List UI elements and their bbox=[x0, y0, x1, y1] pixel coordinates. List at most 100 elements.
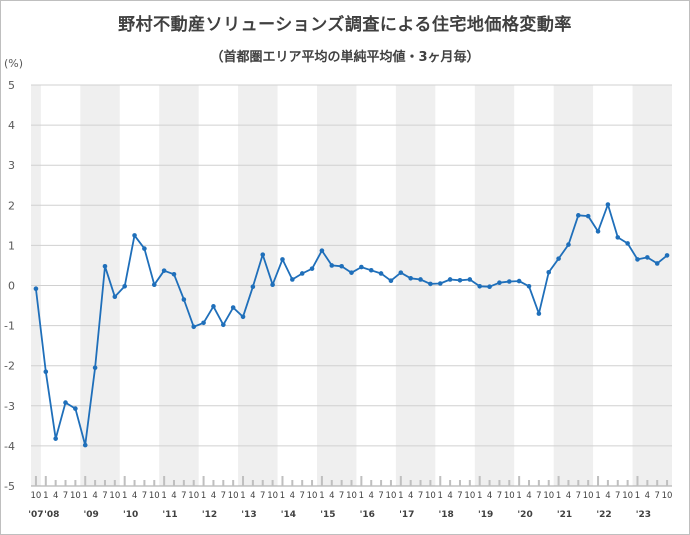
data-point bbox=[112, 294, 118, 300]
x-tick-mark bbox=[518, 476, 521, 486]
x-tick-mark bbox=[537, 480, 540, 486]
x-month-label: 1 bbox=[556, 491, 561, 501]
x-year-label: '19 bbox=[478, 510, 493, 520]
data-point bbox=[635, 257, 640, 262]
data-point bbox=[368, 267, 374, 273]
data-point bbox=[151, 282, 157, 287]
y-tick-label: 0 bbox=[8, 280, 15, 293]
x-tick-mark bbox=[320, 476, 323, 486]
data-point bbox=[595, 229, 601, 234]
x-tick-mark bbox=[133, 480, 136, 486]
x-tick-mark bbox=[222, 480, 225, 486]
x-tick-mark bbox=[399, 476, 402, 486]
x-month-label: 7 bbox=[536, 491, 541, 501]
x-tick-mark bbox=[251, 480, 254, 486]
x-month-label: 7 bbox=[221, 491, 226, 501]
x-month-label: 4 bbox=[447, 491, 452, 501]
x-tick-mark bbox=[577, 480, 580, 486]
data-point bbox=[201, 320, 206, 326]
data-point bbox=[309, 266, 315, 271]
data-point bbox=[349, 270, 354, 275]
x-month-label: 4 bbox=[605, 491, 610, 501]
data-point bbox=[654, 261, 660, 266]
x-tick-mark bbox=[616, 480, 619, 486]
x-tick-mark bbox=[597, 476, 600, 486]
x-tick-mark bbox=[340, 480, 343, 486]
x-tick-mark bbox=[439, 476, 442, 486]
x-tick-mark bbox=[54, 480, 57, 486]
data-point bbox=[73, 406, 78, 411]
x-tick-mark bbox=[242, 476, 245, 486]
x-tick-mark bbox=[488, 480, 491, 486]
x-month-label: 10 bbox=[543, 491, 554, 501]
y-tick-label: 1 bbox=[8, 239, 15, 252]
data-point bbox=[132, 233, 137, 238]
data-point bbox=[240, 314, 246, 320]
x-tick-mark bbox=[94, 480, 97, 486]
x-tick-mark bbox=[192, 480, 195, 486]
x-tick-mark bbox=[232, 480, 235, 486]
x-month-label: 10 bbox=[622, 491, 633, 501]
x-month-label: 4 bbox=[53, 491, 58, 501]
data-point bbox=[161, 268, 167, 273]
x-year-label: '17 bbox=[399, 510, 414, 520]
data-point bbox=[605, 202, 611, 207]
data-point bbox=[516, 278, 522, 284]
x-month-label: 7 bbox=[497, 491, 502, 501]
data-point bbox=[536, 311, 542, 316]
x-tick-mark bbox=[666, 480, 669, 486]
x-tick-mark bbox=[409, 480, 412, 486]
data-point bbox=[53, 436, 58, 441]
x-tick-mark bbox=[567, 480, 570, 486]
x-tick-mark bbox=[646, 480, 649, 486]
x-tick-mark bbox=[103, 480, 106, 486]
data-point bbox=[497, 280, 502, 285]
x-month-label: 1 bbox=[319, 491, 324, 501]
x-tick-mark bbox=[182, 480, 185, 486]
x-month-label: 1 bbox=[595, 491, 600, 501]
x-tick-mark bbox=[291, 480, 294, 486]
data-point bbox=[270, 282, 275, 287]
x-month-label: 10 bbox=[109, 491, 120, 501]
x-month-label: 7 bbox=[457, 491, 462, 501]
x-month-label: 4 bbox=[487, 491, 492, 501]
x-tick-mark bbox=[360, 476, 363, 486]
data-point bbox=[230, 305, 236, 310]
data-point bbox=[585, 213, 591, 219]
data-point bbox=[437, 281, 443, 286]
data-point bbox=[260, 252, 266, 257]
x-year-label: '10 bbox=[123, 510, 138, 520]
x-tick-mark bbox=[350, 480, 353, 486]
x-tick-mark bbox=[508, 480, 511, 486]
x-month-label: 4 bbox=[290, 491, 295, 501]
x-tick-mark bbox=[64, 480, 67, 486]
data-point bbox=[477, 284, 483, 289]
y-tick-label: 2 bbox=[8, 199, 15, 212]
x-tick-mark bbox=[626, 480, 629, 486]
y-tick-label: 5 bbox=[8, 79, 15, 92]
data-point bbox=[221, 322, 226, 328]
data-point bbox=[92, 365, 98, 371]
data-point bbox=[566, 242, 571, 247]
x-tick-mark bbox=[370, 480, 373, 486]
x-tick-mark bbox=[281, 476, 284, 486]
x-tick-mark bbox=[34, 476, 37, 486]
x-month-label: 4 bbox=[211, 491, 216, 501]
x-tick-mark bbox=[419, 480, 422, 486]
data-point bbox=[388, 278, 394, 283]
data-point bbox=[299, 271, 305, 276]
data-point bbox=[102, 263, 108, 269]
x-month-label: 1 bbox=[240, 491, 245, 501]
data-point bbox=[664, 253, 670, 258]
x-month-label: 7 bbox=[418, 491, 423, 501]
x-month-label: 4 bbox=[566, 491, 571, 501]
x-month-label: 10 bbox=[267, 491, 278, 501]
x-month-label: 1 bbox=[83, 491, 88, 501]
x-month-label: 4 bbox=[92, 491, 97, 501]
x-tick-mark bbox=[656, 480, 659, 486]
x-month-label: 10 bbox=[425, 491, 436, 501]
data-point bbox=[457, 277, 463, 283]
x-month-label: 7 bbox=[615, 491, 620, 501]
x-tick-mark bbox=[172, 480, 175, 486]
